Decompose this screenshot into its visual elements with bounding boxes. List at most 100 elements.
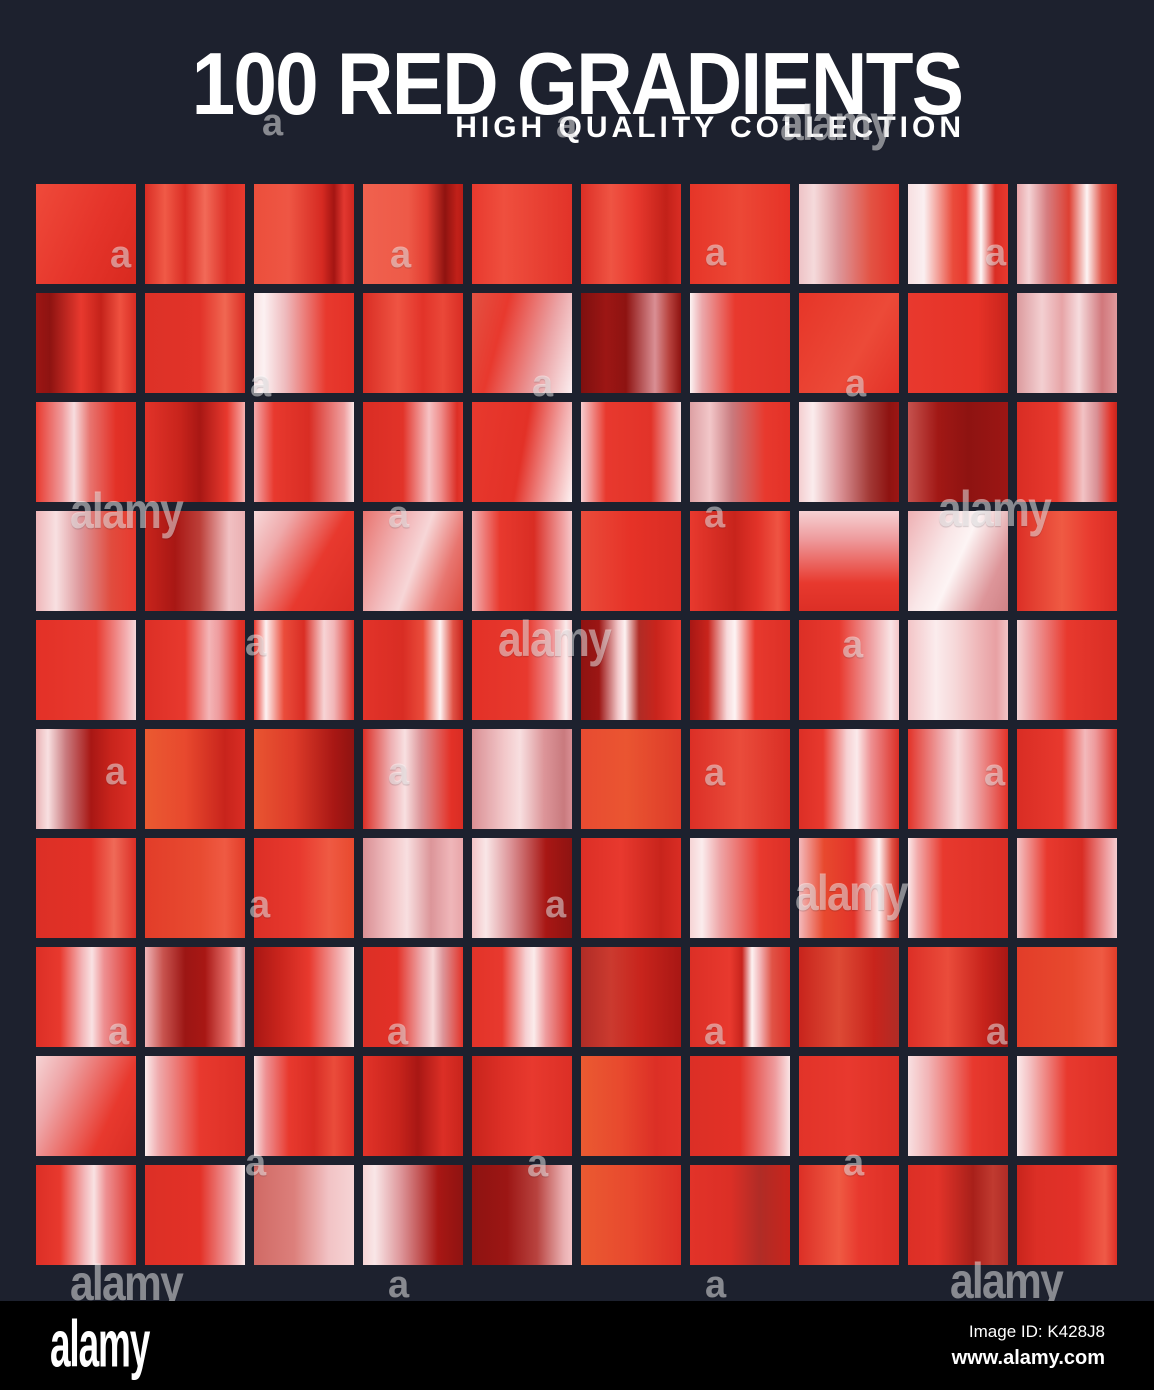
gradient-swatch bbox=[581, 511, 681, 611]
gradient-swatch bbox=[145, 620, 245, 720]
gradient-swatch bbox=[36, 184, 136, 284]
page-subtitle: HIGH QUALITY COLLECTION bbox=[455, 111, 965, 144]
gradient-swatch bbox=[799, 729, 899, 829]
gradient-swatch bbox=[799, 620, 899, 720]
gradient-swatch bbox=[690, 1056, 790, 1156]
gradient-swatch bbox=[254, 620, 354, 720]
gradient-swatch bbox=[799, 511, 899, 611]
gradient-swatch bbox=[36, 402, 136, 502]
gradient-swatch bbox=[908, 838, 1008, 938]
gradient-swatch bbox=[908, 402, 1008, 502]
gradient-swatch bbox=[799, 947, 899, 1047]
gradient-swatch bbox=[363, 620, 463, 720]
gradient-swatch bbox=[363, 838, 463, 938]
gradient-swatch bbox=[690, 293, 790, 393]
gradient-swatch bbox=[799, 184, 899, 284]
gradient-swatch bbox=[1017, 402, 1117, 502]
page-title: 100 RED GRADIENTS bbox=[0, 33, 1154, 135]
gradient-swatch bbox=[363, 1165, 463, 1265]
gradient-swatch bbox=[581, 1165, 681, 1265]
gradient-swatch bbox=[690, 729, 790, 829]
gradient-swatch bbox=[472, 947, 572, 1047]
gradient-swatch bbox=[908, 293, 1008, 393]
gradient-swatch bbox=[145, 293, 245, 393]
gradient-swatch bbox=[36, 1165, 136, 1265]
alamy-watermark: a bbox=[705, 1264, 727, 1306]
gradient-swatch bbox=[363, 947, 463, 1047]
alamy-watermark: a bbox=[388, 1264, 410, 1306]
gradient-swatch bbox=[363, 729, 463, 829]
gradient-swatch bbox=[1017, 838, 1117, 938]
gradient-swatch bbox=[1017, 729, 1117, 829]
gradient-swatch bbox=[581, 402, 681, 502]
gradient-swatch bbox=[145, 838, 245, 938]
gradient-swatch bbox=[1017, 620, 1117, 720]
gradient-swatch bbox=[908, 620, 1008, 720]
gradient-swatch bbox=[799, 293, 899, 393]
gradient-swatch bbox=[472, 1165, 572, 1265]
gradient-swatch bbox=[145, 1056, 245, 1156]
gradient-swatch bbox=[36, 947, 136, 1047]
gradient-swatch bbox=[581, 838, 681, 938]
gradient-swatch bbox=[799, 838, 899, 938]
gradient-swatch bbox=[908, 729, 1008, 829]
gradient-swatch bbox=[363, 402, 463, 502]
gradient-swatch bbox=[581, 947, 681, 1047]
gradient-swatch bbox=[472, 729, 572, 829]
gradient-swatch bbox=[36, 620, 136, 720]
gradient-swatch bbox=[472, 620, 572, 720]
gradient-swatch bbox=[254, 838, 354, 938]
gradient-swatch bbox=[145, 402, 245, 502]
gradient-swatch bbox=[908, 184, 1008, 284]
site-url-text: www.alamy.com bbox=[951, 1346, 1105, 1369]
gradient-swatch bbox=[690, 947, 790, 1047]
alamy-logo: alamy bbox=[50, 1305, 150, 1380]
gradient-swatch bbox=[145, 729, 245, 829]
gradient-swatch bbox=[581, 293, 681, 393]
gradient-swatch bbox=[799, 1056, 899, 1156]
footer-bar: alamy Image ID: K428J8 www.alamy.com bbox=[0, 1301, 1154, 1390]
gradient-swatch bbox=[908, 1056, 1008, 1156]
gradient-swatch bbox=[145, 511, 245, 611]
gradient-swatch bbox=[1017, 511, 1117, 611]
gradient-swatch bbox=[254, 1165, 354, 1265]
gradient-swatch bbox=[690, 511, 790, 611]
gradient-swatch bbox=[908, 1165, 1008, 1265]
gradient-swatch bbox=[472, 184, 572, 284]
gradient-swatch bbox=[254, 511, 354, 611]
gradient-swatch bbox=[690, 620, 790, 720]
gradient-swatch bbox=[363, 511, 463, 611]
gradient-swatch bbox=[1017, 1056, 1117, 1156]
gradient-swatch bbox=[363, 184, 463, 284]
gradient-swatch bbox=[908, 511, 1008, 611]
gradient-swatch bbox=[363, 293, 463, 393]
gradient-swatch bbox=[145, 1165, 245, 1265]
gradient-swatch bbox=[145, 184, 245, 284]
gradient-swatch bbox=[799, 1165, 899, 1265]
gradient-swatch bbox=[690, 184, 790, 284]
gradient-swatch bbox=[472, 402, 572, 502]
gradient-swatch bbox=[472, 511, 572, 611]
gradient-swatch bbox=[145, 947, 245, 1047]
gradient-swatch bbox=[36, 729, 136, 829]
gradient-swatch bbox=[36, 1056, 136, 1156]
image-id-text: Image ID: K428J8 bbox=[968, 1321, 1105, 1341]
gradient-swatch bbox=[36, 838, 136, 938]
gradient-swatch bbox=[1017, 184, 1117, 284]
gradient-swatch bbox=[1017, 293, 1117, 393]
gradient-swatch bbox=[908, 947, 1008, 1047]
gradient-swatch bbox=[472, 838, 572, 938]
gradient-swatch bbox=[581, 184, 681, 284]
gradient-swatch bbox=[254, 293, 354, 393]
gradient-swatch bbox=[254, 402, 354, 502]
gradient-swatch bbox=[254, 1056, 354, 1156]
gradient-swatch bbox=[36, 511, 136, 611]
gradient-swatch bbox=[472, 1056, 572, 1156]
gradient-swatch bbox=[690, 1165, 790, 1265]
gradient-swatch bbox=[690, 402, 790, 502]
gradient-swatch bbox=[1017, 947, 1117, 1047]
gradient-swatch bbox=[581, 729, 681, 829]
gradient-swatch bbox=[581, 1056, 681, 1156]
gradient-swatch bbox=[363, 1056, 463, 1156]
